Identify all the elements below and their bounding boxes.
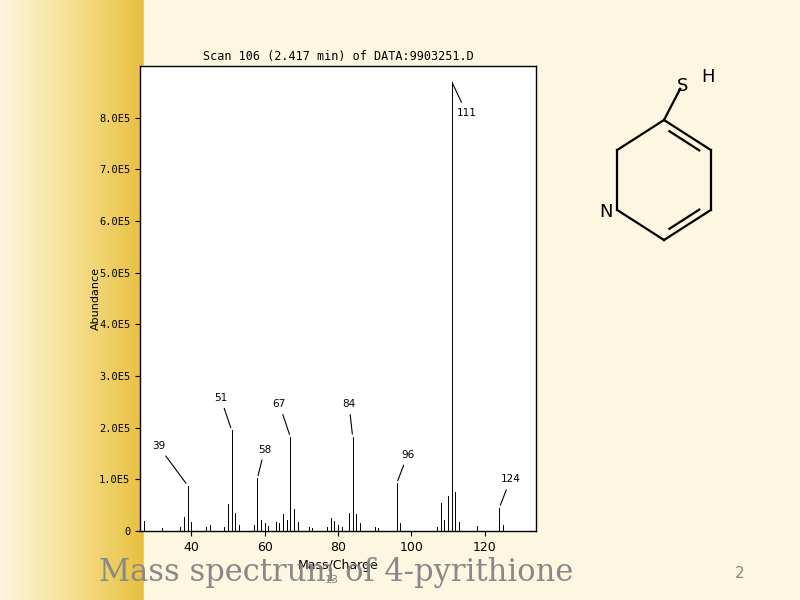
Bar <box>0 0 5 600</box>
Bar <box>0 0 14 600</box>
Bar <box>0 0 54 600</box>
Bar <box>0 0 8 600</box>
Bar <box>0 0 18 600</box>
Text: 58: 58 <box>258 445 271 476</box>
Bar <box>0 0 74 600</box>
Text: S: S <box>677 77 688 95</box>
Bar <box>0 0 2 600</box>
Bar <box>0 0 48 600</box>
Bar <box>0 0 63 600</box>
Bar <box>0 0 41 600</box>
Bar <box>0 0 65 600</box>
Bar <box>0 0 4 600</box>
Bar <box>0 0 32 600</box>
Bar <box>0 0 17 600</box>
Bar <box>0 0 77 600</box>
Bar <box>0 0 24 600</box>
Bar <box>0 0 9 600</box>
Bar <box>0 0 57 600</box>
Bar <box>0 0 6 600</box>
Bar <box>0 0 16 600</box>
Bar <box>0 0 34 600</box>
Bar <box>0 0 66 600</box>
Bar <box>0 0 67 600</box>
Bar <box>0 0 49 600</box>
Bar <box>0 0 10 600</box>
Bar <box>0 0 73 600</box>
Bar <box>0 0 53 600</box>
Bar <box>0 0 15 600</box>
Text: H: H <box>702 68 715 86</box>
Bar <box>0 0 39 600</box>
Bar <box>0 0 58 600</box>
Bar <box>0 0 25 600</box>
Bar <box>0 0 38 600</box>
Bar <box>0 0 42 600</box>
Bar <box>0 0 60 600</box>
Bar <box>0 0 7 600</box>
Bar <box>0 0 13 600</box>
Bar <box>0 0 12 600</box>
Text: 111: 111 <box>453 84 476 118</box>
Bar <box>0 0 40 600</box>
Bar <box>0 0 78 600</box>
Bar <box>0 0 52 600</box>
Bar <box>0 0 59 600</box>
X-axis label: Mass/Charge: Mass/Charge <box>298 559 378 572</box>
Bar <box>0 0 64 600</box>
Bar <box>0 0 56 600</box>
Bar <box>0 0 30 600</box>
Bar <box>0 0 31 600</box>
Bar <box>0 0 37 600</box>
Bar <box>0 0 19 600</box>
Bar <box>0 0 69 600</box>
Bar <box>0 0 80 600</box>
Bar <box>0 0 61 600</box>
Bar <box>0 0 55 600</box>
Bar <box>0 0 75 600</box>
Text: 67: 67 <box>273 399 290 434</box>
Text: Mass spectrum of 4-pyrithione: Mass spectrum of 4-pyrithione <box>99 557 573 589</box>
Bar <box>0 0 70 600</box>
Bar <box>0 0 43 600</box>
Bar <box>0 0 23 600</box>
Bar <box>0 0 62 600</box>
Bar <box>0 0 72 600</box>
Y-axis label: Abundance: Abundance <box>91 267 102 330</box>
Text: 124: 124 <box>500 475 520 505</box>
Bar <box>0 0 44 600</box>
Bar <box>0 0 68 600</box>
Text: 84: 84 <box>342 399 356 434</box>
Text: 96: 96 <box>398 450 414 481</box>
Bar <box>0 0 21 600</box>
Text: 39: 39 <box>152 441 186 484</box>
Bar <box>0 0 29 600</box>
Text: N: N <box>600 203 613 221</box>
Text: 51: 51 <box>214 393 230 428</box>
Bar <box>0 0 79 600</box>
Bar <box>0 0 51 600</box>
Bar <box>0 0 26 600</box>
Bar <box>0 0 45 600</box>
Bar <box>0 0 50 600</box>
Bar <box>0 0 28 600</box>
Bar <box>0 0 22 600</box>
Bar <box>0 0 33 600</box>
Bar <box>0 0 47 600</box>
Bar <box>0 0 46 600</box>
Bar <box>0 0 76 600</box>
Bar <box>0 0 35 600</box>
Bar <box>0 0 36 600</box>
Bar <box>0 0 20 600</box>
Bar <box>0 0 11 600</box>
Text: 13: 13 <box>325 575 339 585</box>
Text: 2: 2 <box>734 565 744 581</box>
Bar <box>0 0 71 600</box>
Bar <box>0 0 1 600</box>
Bar <box>0 0 3 600</box>
Bar <box>0 0 27 600</box>
Title: Scan 106 (2.417 min) of DATA:9903251.D: Scan 106 (2.417 min) of DATA:9903251.D <box>202 50 474 64</box>
